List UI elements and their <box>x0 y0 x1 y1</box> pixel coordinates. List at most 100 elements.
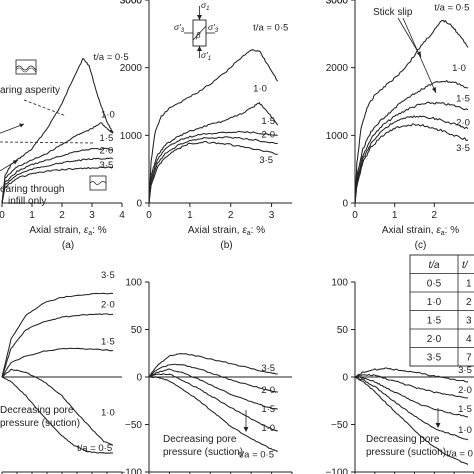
annotation-infill-1: earing through <box>0 184 65 195</box>
series-line <box>354 123 469 204</box>
curve-label: 3·5 <box>100 160 114 171</box>
series-line <box>148 368 278 410</box>
sigma1-top-label-sub: 1 <box>206 6 209 12</box>
curve-label: 2·0 <box>261 385 275 396</box>
table-cell: 0·5 <box>427 279 442 290</box>
x-tick-label: 1 <box>187 210 193 221</box>
asperity-sketch-box <box>15 59 37 75</box>
series-line <box>1 376 114 454</box>
x-axis-label-prefix: Axial strain, <box>188 225 242 236</box>
y-tick-label: 3000 <box>326 0 349 7</box>
series-line <box>1 57 114 204</box>
table-cell: 2 <box>466 297 472 308</box>
sigma3-right-label-base: σ <box>208 22 214 32</box>
y-tick-label: 0 <box>136 199 142 210</box>
annotation-pore-2: pressure (suction) <box>0 418 80 429</box>
curve-label: 1·0 <box>458 425 472 436</box>
arrow-head-2 <box>13 160 18 165</box>
y-tick-label: 50 <box>337 325 349 336</box>
series-line <box>148 353 278 378</box>
series-line <box>148 373 279 432</box>
series-line <box>148 49 279 204</box>
annotation-infill-2: infill only <box>8 196 46 207</box>
x-tick-label: 0 <box>0 210 5 221</box>
x-axis-label: Axial strain, εa: % <box>188 225 265 237</box>
series-line <box>354 376 469 441</box>
panel-label: (a) <box>62 240 74 251</box>
y-tick-label: 0 <box>342 199 348 210</box>
annotation-pore-1: Decreasing pore <box>163 434 237 445</box>
x-tick-label: 0 <box>352 210 358 221</box>
arrow-line-1 <box>0 123 25 134</box>
y-tick-label: 2000 <box>120 63 143 74</box>
y-tick-label-top: 3000 <box>120 0 143 7</box>
curve-label: 1·5 <box>261 404 275 415</box>
ta-table: t/a t/0·5 1 1·0 2 1·5 3 2·0 4 3·5 7 <box>409 254 474 367</box>
x-axis-label-suffix: : % <box>92 225 107 236</box>
annotation-stick-slip: Stick slip <box>373 7 413 18</box>
sigma3-left-label: σ′3 <box>174 22 185 34</box>
sigma3-left-label-base: σ <box>174 22 180 32</box>
table-cell: 1 <box>466 279 472 290</box>
annotation-pore-2: pressure (suction) <box>163 447 243 458</box>
x-tick-label: 4 <box>119 210 125 221</box>
joint-plane <box>192 25 207 41</box>
curve-label: 1·0 <box>452 63 466 74</box>
x-tick-label: 2 <box>228 210 234 221</box>
y-tick-label: −100 <box>325 468 348 474</box>
curve-label: t/a = 0·5 <box>253 23 288 34</box>
y-tick-label: 100 <box>331 278 348 289</box>
curve-label: t/a = 0·5 <box>94 52 129 63</box>
infill-sketch-box <box>89 175 107 191</box>
sigma3-right-label: σ′3 <box>208 22 219 34</box>
series-line <box>1 166 114 204</box>
y-tick-label: −50 <box>331 420 348 431</box>
x-tick-label: 2 <box>432 210 438 221</box>
series-line <box>1 313 114 378</box>
annotation-pore-2: pressure (suction) <box>366 447 446 458</box>
series-line <box>354 19 469 204</box>
series-line <box>149 376 278 452</box>
series-line <box>354 101 469 204</box>
x-axis-label-prefix: Axial strain, <box>29 225 83 236</box>
panel-label: (c) <box>415 240 427 251</box>
annotation-pore-1: Decreasing pore <box>0 405 74 416</box>
series-line <box>1 157 114 204</box>
panel-b: 0 1 2 3 0 1000 2000 3000 t/a = 0·5 1·0 1·5 2·0 3·5 Ax… <box>120 0 292 251</box>
stick-slip-arrowhead-1 <box>417 51 421 57</box>
series-line <box>354 376 469 418</box>
curve-label: 1·0 <box>261 423 275 434</box>
table-cell: 1·0 <box>427 297 442 308</box>
curve-label: t/a = 0·5 <box>434 2 469 13</box>
sigma1-arrowhead-bottom <box>197 46 202 51</box>
x-tick-label: 0 <box>146 210 152 221</box>
table-header: t/ <box>462 260 469 271</box>
dashed-envelope <box>23 99 67 117</box>
infill-sketch-wave <box>89 181 107 185</box>
table-header: t/a <box>428 260 440 271</box>
panel-label: (b) <box>220 240 232 251</box>
x-axis-label-sub: a <box>88 230 92 237</box>
beta-label: β <box>195 31 201 40</box>
sigma1-bottom-label-sub: 1 <box>208 56 211 62</box>
sigma3-left-label-sub: 3 <box>181 28 185 34</box>
y-tick-label: 1000 <box>120 131 143 142</box>
series-line <box>354 376 469 465</box>
y-tick-label: 3000 <box>120 0 143 7</box>
series-line <box>354 367 469 383</box>
x-tick-label: 1 <box>392 210 398 221</box>
series-line <box>1 368 114 446</box>
sigma3-right-label-prime: ′ <box>213 22 215 32</box>
curve-label: 1·5 <box>261 116 275 127</box>
panel-e: −100 −50 0 50 100 3·5 2·0 1·5 1·0 t/a = 0·5Decrea… <box>119 278 293 474</box>
x-axis-label-sub: a <box>247 230 251 237</box>
x-axis-label-symbol: ε <box>84 225 89 236</box>
series-line <box>148 130 278 204</box>
y-tick-label: −50 <box>125 420 142 431</box>
curve-label: 2·0 <box>456 117 470 128</box>
curve-label: 1·5 <box>101 336 115 347</box>
dashed-reference <box>0 141 96 144</box>
x-axis-label-prefix: Axial strain, <box>382 225 436 236</box>
sigma1-arrowhead-top <box>197 15 202 20</box>
table-cell: 2·0 <box>427 334 442 345</box>
